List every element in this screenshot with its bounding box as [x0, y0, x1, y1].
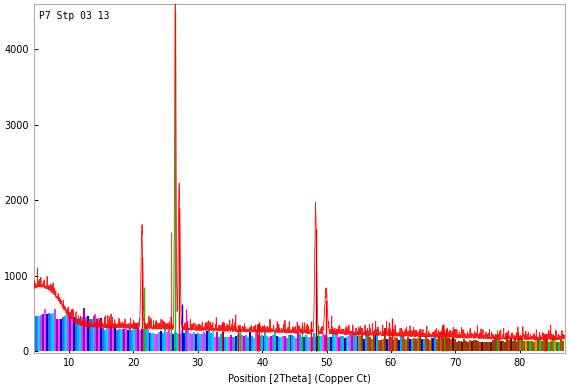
X-axis label: Position [2Theta] (Copper Ct): Position [2Theta] (Copper Ct): [228, 374, 370, 384]
Text: P7 Stp 03 13: P7 Stp 03 13: [39, 11, 109, 21]
